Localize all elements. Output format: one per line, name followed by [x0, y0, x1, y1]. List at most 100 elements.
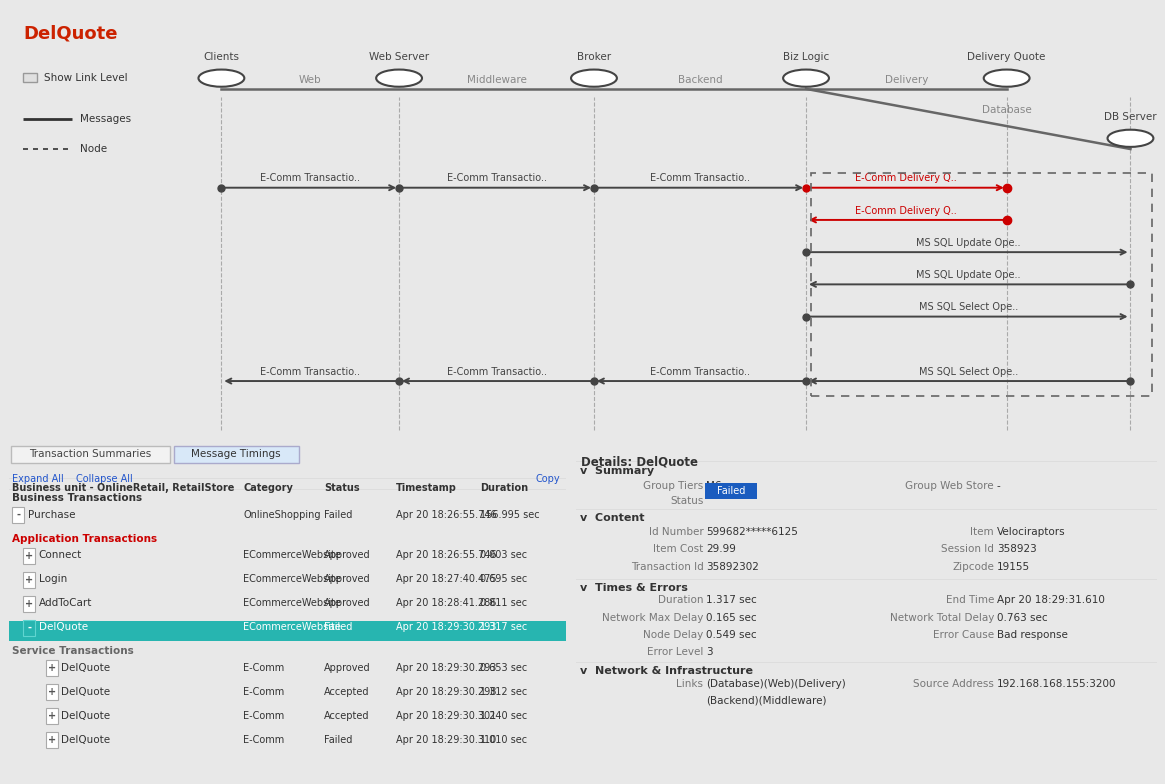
Text: Failed: Failed: [324, 735, 352, 745]
Text: ECommerceWebsite: ECommerceWebsite: [243, 598, 341, 608]
Text: DelQuote: DelQuote: [23, 24, 118, 42]
Text: Approved: Approved: [324, 550, 370, 561]
Text: Approved: Approved: [324, 598, 370, 608]
Text: Apr 20 18:29:30.298: Apr 20 18:29:30.298: [396, 687, 496, 697]
Text: 1.317 sec: 1.317 sec: [480, 622, 527, 633]
Text: Apr 20 18:27:40.475: Apr 20 18:27:40.475: [396, 575, 497, 584]
FancyBboxPatch shape: [23, 547, 35, 564]
Text: E-Comm: E-Comm: [243, 687, 284, 697]
Text: Show Link Level: Show Link Level: [44, 73, 127, 83]
Text: 1.312 sec: 1.312 sec: [480, 687, 527, 697]
FancyBboxPatch shape: [9, 621, 566, 641]
Text: MS SQL Select Ope..: MS SQL Select Ope..: [919, 367, 1018, 377]
Text: +: +: [48, 663, 56, 673]
Text: ECommerceWebsite: ECommerceWebsite: [243, 550, 341, 561]
Text: Application Transactions: Application Transactions: [12, 534, 157, 543]
FancyBboxPatch shape: [45, 708, 58, 724]
Text: Apr 20 18:29:30.293: Apr 20 18:29:30.293: [396, 622, 496, 633]
FancyBboxPatch shape: [45, 732, 58, 748]
Text: -: -: [27, 622, 31, 633]
Text: +: +: [48, 688, 56, 697]
Text: 0.003 sec: 0.003 sec: [480, 550, 527, 561]
Text: E-Comm Transactio..: E-Comm Transactio..: [650, 367, 750, 377]
Text: Approved: Approved: [324, 575, 370, 584]
Text: Web: Web: [299, 74, 322, 85]
Text: OnlineShopping: OnlineShopping: [243, 510, 320, 520]
Text: Group Web Store: Group Web Store: [905, 481, 994, 492]
FancyBboxPatch shape: [45, 660, 58, 677]
Text: Messages: Messages: [80, 114, 132, 124]
FancyBboxPatch shape: [10, 445, 170, 463]
Text: 0.653 sec: 0.653 sec: [480, 663, 527, 673]
Text: -: -: [997, 481, 1001, 492]
Text: Service Transactions: Service Transactions: [12, 646, 134, 656]
Text: Connect: Connect: [38, 550, 82, 561]
Circle shape: [571, 70, 617, 87]
Text: Error Level: Error Level: [647, 648, 704, 658]
Text: E-Comm Transactio..: E-Comm Transactio..: [260, 173, 360, 183]
Text: Database: Database: [982, 105, 1031, 114]
Text: E-Comm Transactio..: E-Comm Transactio..: [446, 173, 546, 183]
Text: DelQuote: DelQuote: [61, 687, 111, 697]
Text: Group Tiers: Group Tiers: [643, 481, 704, 492]
Text: E-Comm Transactio..: E-Comm Transactio..: [260, 367, 360, 377]
Text: 3: 3: [706, 648, 713, 658]
Text: Error Cause: Error Cause: [933, 630, 994, 640]
Text: Apr 20 18:29:30.293: Apr 20 18:29:30.293: [396, 663, 496, 673]
Text: +: +: [48, 735, 56, 746]
Text: v  Content: v Content: [580, 513, 644, 523]
Text: Apr 20 18:28:41.286: Apr 20 18:28:41.286: [396, 598, 496, 608]
Text: -: -: [16, 510, 20, 520]
Text: Duration: Duration: [480, 483, 528, 493]
Text: DelQuote: DelQuote: [38, 622, 89, 633]
Text: Accepted: Accepted: [324, 711, 369, 721]
Text: E-Comm Transactio..: E-Comm Transactio..: [446, 367, 546, 377]
Text: E-Comm Transactio..: E-Comm Transactio..: [650, 173, 750, 183]
Text: 1.240 sec: 1.240 sec: [480, 711, 527, 721]
Circle shape: [376, 70, 422, 87]
Text: Transaction Summaries: Transaction Summaries: [29, 449, 151, 459]
Text: 156.995 sec: 156.995 sec: [480, 510, 539, 520]
Text: Id Number: Id Number: [649, 527, 704, 537]
FancyBboxPatch shape: [23, 572, 35, 587]
Text: E-Comm: E-Comm: [243, 711, 284, 721]
Text: Copy: Copy: [536, 474, 560, 484]
Text: 0.165 sec: 0.165 sec: [706, 613, 757, 622]
Text: v  Summary: v Summary: [580, 466, 655, 476]
Circle shape: [783, 70, 829, 87]
Text: Apr 20 18:26:55.746: Apr 20 18:26:55.746: [396, 550, 497, 561]
Text: M6: M6: [706, 481, 722, 492]
Text: Bad response: Bad response: [997, 630, 1068, 640]
Text: Velociraptors: Velociraptors: [997, 527, 1066, 537]
Text: Category: Category: [243, 483, 294, 493]
Text: Approved: Approved: [324, 663, 370, 673]
Text: Clients: Clients: [204, 52, 239, 62]
Text: 192.168.168.155:3200: 192.168.168.155:3200: [997, 679, 1116, 689]
Text: E-Comm: E-Comm: [243, 663, 284, 673]
Text: Node: Node: [80, 144, 107, 154]
Circle shape: [198, 70, 245, 87]
Text: Apr 20 18:29:31.610: Apr 20 18:29:31.610: [997, 596, 1104, 605]
Text: Transaction Id: Transaction Id: [630, 562, 704, 572]
Text: 358923: 358923: [997, 545, 1037, 554]
Text: End Time: End Time: [946, 596, 994, 605]
Text: E-Comm Delivery Q..: E-Comm Delivery Q..: [855, 173, 958, 183]
FancyBboxPatch shape: [23, 73, 37, 82]
Text: E-Comm Delivery Q..: E-Comm Delivery Q..: [855, 205, 958, 216]
Text: Zipcode: Zipcode: [952, 562, 994, 572]
Text: Business unit - OnlineRetail, RetailStore: Business unit - OnlineRetail, RetailStor…: [12, 483, 234, 493]
Text: DB Server: DB Server: [1104, 112, 1157, 122]
Text: 1.010 sec: 1.010 sec: [480, 735, 527, 745]
Text: Business Transactions: Business Transactions: [12, 493, 142, 503]
Text: MS SQL Update Ope..: MS SQL Update Ope..: [916, 270, 1021, 280]
Circle shape: [1108, 129, 1153, 147]
Text: Expand All: Expand All: [12, 474, 64, 484]
Text: Status: Status: [324, 483, 360, 493]
Text: Delivery: Delivery: [884, 74, 929, 85]
Text: Failed: Failed: [324, 510, 352, 520]
Text: +: +: [48, 711, 56, 721]
Text: Apr 20 18:26:55.746: Apr 20 18:26:55.746: [396, 510, 497, 520]
Text: Accepted: Accepted: [324, 687, 369, 697]
Text: Delivery Quote: Delivery Quote: [967, 52, 1046, 62]
Text: Collapse All: Collapse All: [76, 474, 133, 484]
